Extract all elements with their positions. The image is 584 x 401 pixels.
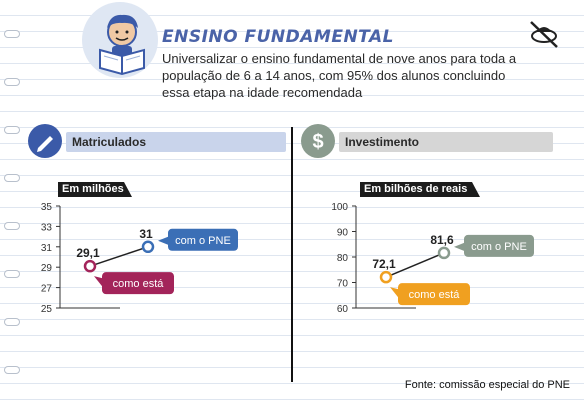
- data-point: [83, 259, 97, 273]
- callout-box: [464, 234, 534, 257]
- page-title: ENSINO FUNDAMENTAL: [162, 27, 394, 47]
- y-tick-label: 31: [41, 243, 53, 254]
- callout-pointer: [158, 236, 168, 245]
- notebook-ring: [4, 78, 20, 86]
- callout-label: como está: [409, 289, 461, 301]
- notebook-ring: [4, 366, 20, 374]
- series-line: [89, 246, 149, 267]
- y-tick-label: 60: [337, 304, 349, 315]
- chart-matriculados: 25 27 29 31 33 35 29,1 como está 31 com o PNE: [41, 202, 238, 315]
- y-tick-label: 70: [337, 279, 349, 290]
- notebook-ring: [4, 126, 20, 134]
- callout-box: [398, 283, 470, 306]
- notebook-ring: [4, 222, 20, 230]
- chart-investimento: 60 70 80 90 100 72,1 como está 81,6 com o PNE: [331, 202, 534, 315]
- y-tick-label: 25: [41, 304, 53, 315]
- data-label: 31: [139, 227, 153, 241]
- goal-description: Universalizar o ensino fundamental de no…: [162, 51, 517, 100]
- callout-label: com o PNE: [175, 235, 231, 247]
- svg-text:$: $: [312, 131, 323, 153]
- notebook-ring: [4, 174, 20, 182]
- y-tick-label: 100: [331, 202, 348, 213]
- data-label: 72,1: [372, 257, 396, 271]
- unit-label: Em bilhões de reais: [360, 182, 480, 197]
- callout-pointer: [390, 287, 398, 298]
- series-line: [385, 252, 445, 278]
- section-bar-investimento: Investimento: [339, 132, 553, 152]
- data-point: [437, 246, 451, 260]
- section-divider: [291, 127, 293, 382]
- callout-box: [102, 272, 174, 295]
- y-tick-label: 90: [337, 228, 349, 239]
- data-label: 29,1: [76, 246, 100, 260]
- notebook-ring: [4, 318, 20, 326]
- data-point: [379, 270, 393, 284]
- crossed-out-logo-icon: [530, 21, 558, 48]
- pencil-icon: [28, 124, 62, 158]
- section-title: Investimento: [345, 135, 420, 149]
- y-tick-label: 27: [41, 284, 53, 295]
- data-point: [141, 240, 155, 254]
- student-reading-icon: [99, 14, 145, 76]
- unit-label: Em milhões: [58, 182, 132, 197]
- callout-label: com o PNE: [471, 241, 527, 253]
- callout-pointer: [94, 276, 102, 287]
- callout-label: como está: [113, 278, 165, 290]
- callout-pointer: [454, 242, 464, 251]
- section-bar-matriculados: Matriculados: [66, 132, 286, 152]
- y-tick-label: 33: [41, 222, 53, 233]
- y-tick-label: 35: [41, 202, 53, 213]
- callout-box: [168, 228, 238, 251]
- notebook-ring: [4, 270, 20, 278]
- dollar-icon: $: [301, 124, 335, 158]
- data-label: 81,6: [430, 233, 454, 247]
- y-tick-label: 29: [41, 263, 53, 274]
- y-tick-label: 80: [337, 253, 349, 264]
- section-title: Matriculados: [72, 135, 147, 149]
- source-note: Fonte: comissão especial do PNE: [404, 379, 570, 391]
- notebook-ring: [4, 30, 20, 38]
